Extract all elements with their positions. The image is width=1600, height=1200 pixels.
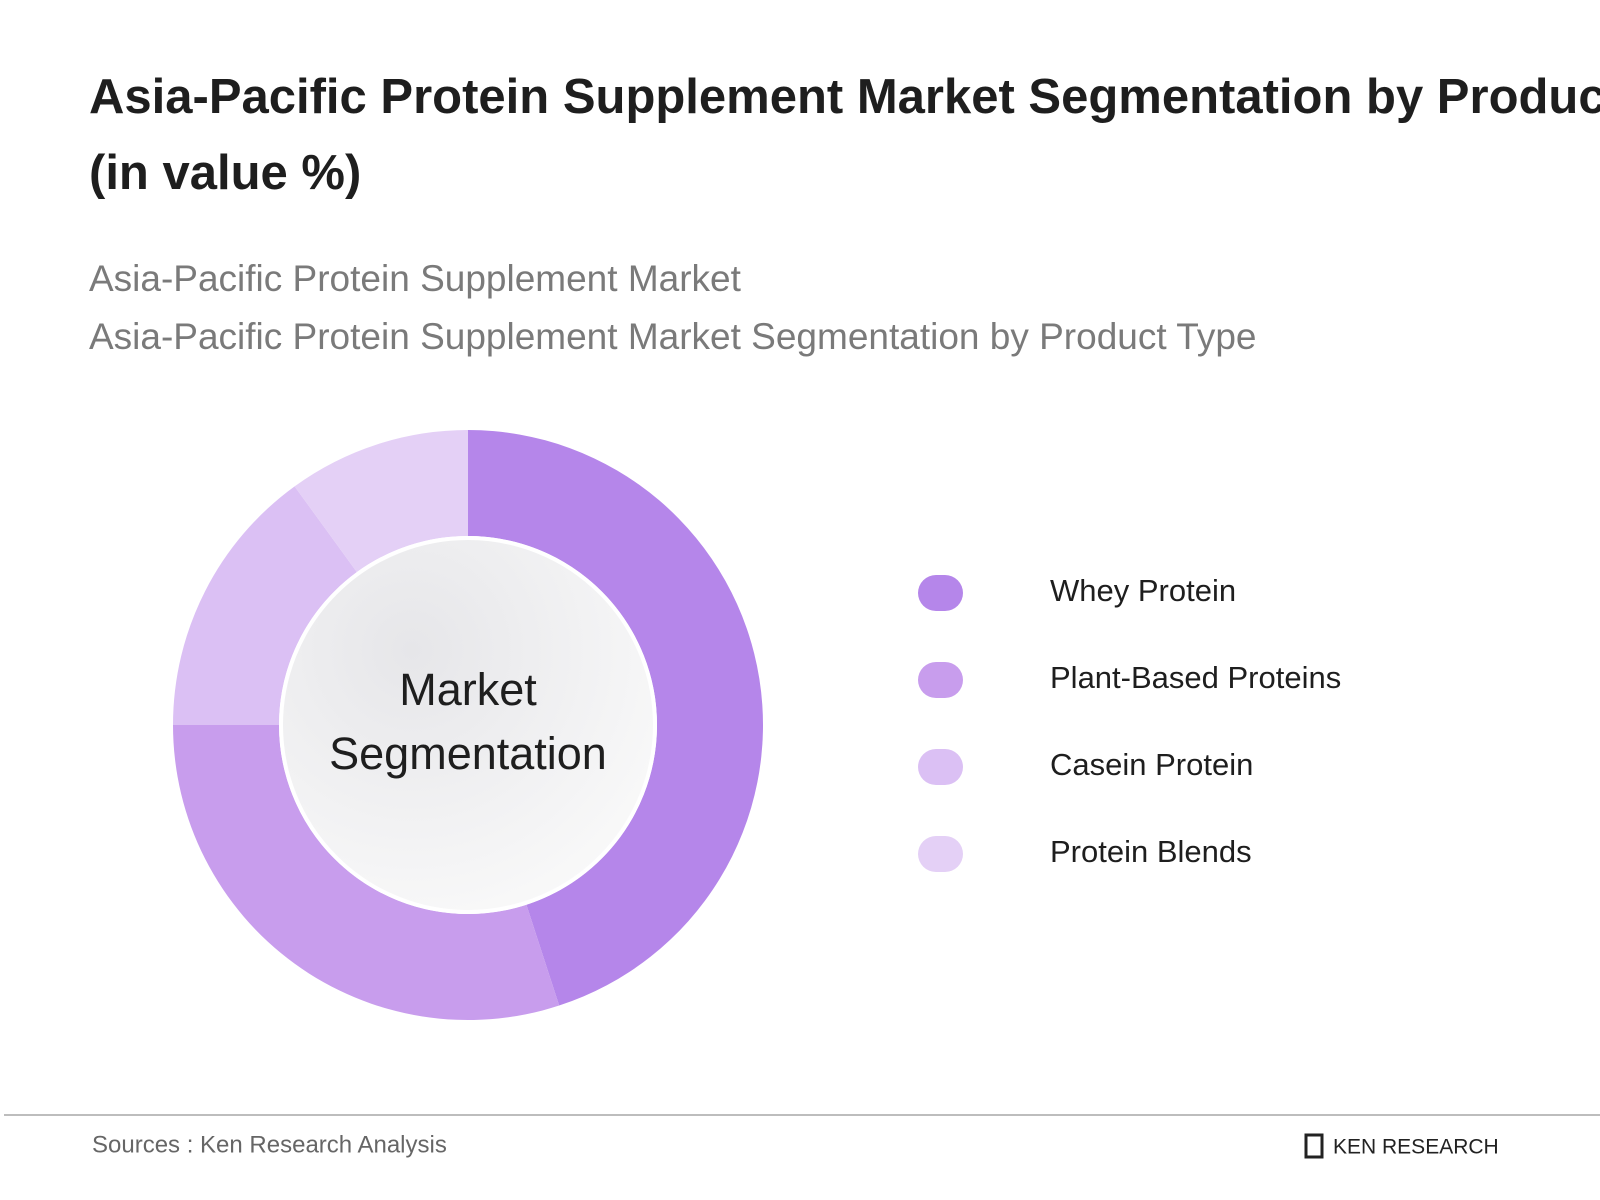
- chart-title: Asia-Pacific Protein Supplement Market S…: [89, 70, 1600, 200]
- legend-swatch: [918, 749, 963, 785]
- legend-swatch: [918, 662, 963, 698]
- source: Sources : Ken Research Analysis: [92, 1131, 447, 1158]
- subtitle: Asia-Pacific Protein Supplement Market S…: [89, 316, 1256, 357]
- center-label: Market: [399, 664, 537, 715]
- donut-segment: [173, 486, 357, 725]
- donut-segment: [294, 430, 468, 573]
- logo-icon: [1304, 1133, 1324, 1159]
- title-line: (in value %): [89, 146, 361, 200]
- legend-label: Casein Protein: [1050, 747, 1253, 782]
- subtitle: Asia-Pacific Protein Supplement Market: [89, 258, 742, 299]
- title-line: Asia-Pacific Protein Supplement Market S…: [89, 70, 1600, 124]
- legend-swatch: [918, 575, 963, 611]
- donut-hole: [279, 536, 657, 914]
- legend-label: Plant-Based Proteins: [1050, 660, 1341, 695]
- legend-swatch: [918, 836, 963, 872]
- center-label: Segmentation: [329, 728, 607, 779]
- legend-label: Protein Blends: [1050, 834, 1252, 869]
- donut-segment: [172, 725, 560, 1020]
- legend-label: Whey Protein: [1050, 573, 1236, 608]
- donut-segment: [468, 430, 763, 1006]
- logo: KEN RESEARCH: [1333, 1136, 1499, 1159]
